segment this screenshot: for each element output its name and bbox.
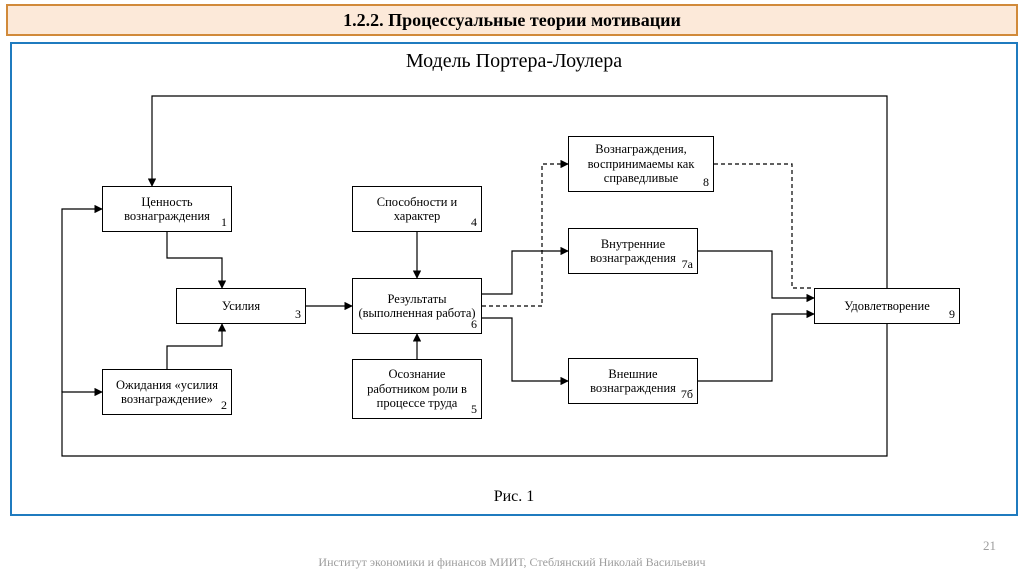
section-title: 1.2.2. Процессуальные теории мотивации	[343, 10, 681, 31]
node-number: 8	[703, 176, 709, 190]
flowchart-canvas: Ценность вознаграждения1 Ожидания «усилия…	[12, 76, 1016, 480]
edge	[482, 318, 568, 381]
edge	[152, 96, 887, 288]
flowchart-arrows	[12, 76, 1016, 480]
section-title-bar: 1.2.2. Процессуальные теории мотивации	[6, 4, 1018, 36]
node-n7a: Внутренние вознаграждения7а	[568, 228, 698, 274]
node-number: 3	[295, 308, 301, 322]
node-number: 4	[471, 216, 477, 230]
node-n4: Способности и характер4	[352, 186, 482, 232]
edge	[698, 251, 814, 298]
slide-page: 1.2.2. Процессуальные теории мотивации М…	[0, 0, 1024, 576]
node-n7b: Внешние вознаграждения7б	[568, 358, 698, 404]
node-n5: Осознание работником роли в процессе тру…	[352, 359, 482, 419]
node-number: 2	[221, 399, 227, 413]
node-number: 6	[471, 318, 477, 332]
node-n8: Вознаграждения, воспринимаемы как справе…	[568, 136, 714, 192]
page-number: 21	[983, 538, 996, 554]
edge	[62, 209, 102, 392]
node-number: 9	[949, 308, 955, 322]
node-number: 7а	[682, 258, 693, 272]
edge	[714, 164, 814, 288]
node-number: 5	[471, 403, 477, 417]
node-n6: Результаты (выполненная работа)6	[352, 278, 482, 334]
edge	[698, 314, 814, 381]
edge	[167, 232, 222, 288]
diagram-frame: Модель Портера-Лоулера Ценность вознагра…	[10, 42, 1018, 516]
footer-text: Институт экономики и финансов МИИТ, Стеб…	[0, 555, 1024, 570]
edge	[167, 324, 222, 369]
figure-caption: Рис. 1	[12, 488, 1016, 506]
node-number: 7б	[681, 388, 693, 402]
node-n1: Ценность вознаграждения1	[102, 186, 232, 232]
edge	[482, 164, 568, 306]
model-title: Модель Портера-Лоулера	[12, 50, 1016, 73]
node-n3: Усилия3	[176, 288, 306, 324]
edge	[482, 251, 568, 294]
node-n9: Удовлетворение9	[814, 288, 960, 324]
node-n2: Ожидания «усилия вознаграждение»2	[102, 369, 232, 415]
node-number: 1	[221, 216, 227, 230]
